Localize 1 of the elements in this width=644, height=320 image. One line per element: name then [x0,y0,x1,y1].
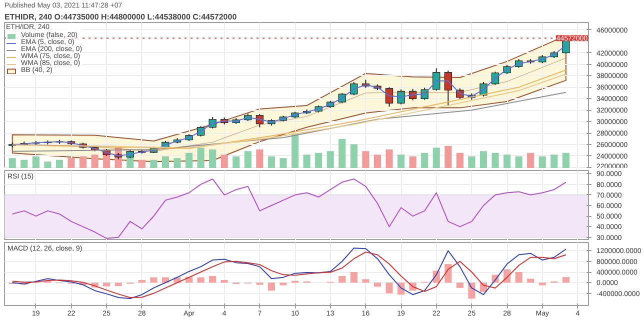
chart-title: ETHIDR, 240 O:44735000 H:44800000 L:44538000 C:44572000 [4,12,238,22]
